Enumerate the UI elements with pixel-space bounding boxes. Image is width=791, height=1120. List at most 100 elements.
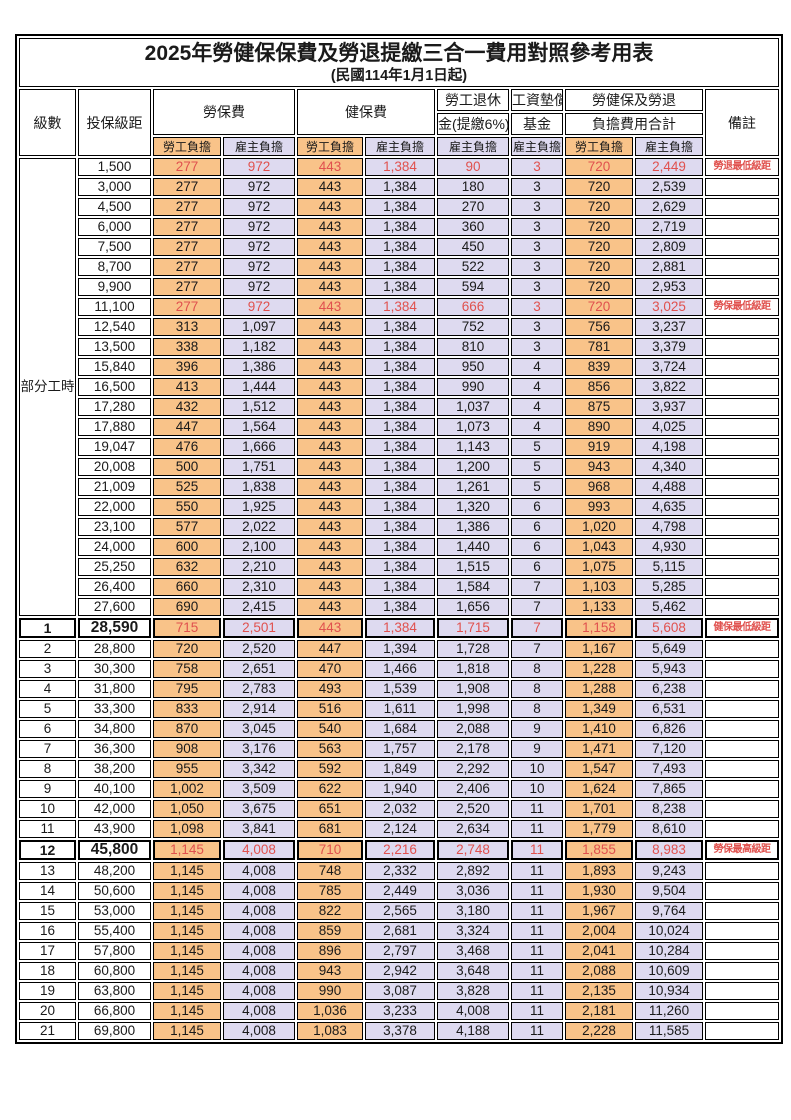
cell-health-employee: 493	[297, 680, 363, 698]
cell-total-employer: 4,488	[635, 478, 703, 496]
cell-total-employer: 8,238	[635, 800, 703, 818]
cell-remark	[705, 680, 780, 698]
table-row: 13,500 338 1,182 443 1,384 810 3 781 3,379	[19, 338, 780, 356]
table-row: 20,008 500 1,751 443 1,384 1,200 5 943 4,340	[19, 458, 780, 476]
cell-total-employee: 1,133	[565, 598, 633, 616]
cell-total-employer: 4,798	[635, 518, 703, 536]
cell-health-employee: 896	[297, 942, 363, 960]
cell-labor-employee: 277	[153, 218, 221, 236]
cell-level: 16	[19, 922, 76, 940]
cell-labor-employer: 972	[223, 178, 295, 196]
cell-labor-employee: 1,145	[153, 942, 221, 960]
cell-remark	[705, 740, 780, 758]
cell-health-employee: 443	[297, 438, 363, 456]
cell-labor-employee: 870	[153, 720, 221, 738]
cell-labor-employer: 4,008	[223, 982, 295, 1000]
cell-total-employer: 2,881	[635, 258, 703, 276]
cell-wage-fund-employer: 11	[511, 820, 563, 838]
cell-labor-employee: 432	[153, 398, 221, 416]
cell-pension-employer: 2,634	[437, 820, 509, 838]
cell-labor-employee: 550	[153, 498, 221, 516]
cell-total-employee: 1,855	[565, 840, 633, 860]
cell-total-employee: 1,547	[565, 760, 633, 778]
cell-labor-employer: 2,501	[223, 618, 295, 638]
cell-bracket: 21,009	[78, 478, 151, 496]
cell-wage-fund-employer: 9	[511, 740, 563, 758]
cell-labor-employer: 972	[223, 278, 295, 296]
cell-level: 20	[19, 1002, 76, 1020]
cell-bracket: 25,250	[78, 558, 151, 576]
table-row: 22,000 550 1,925 443 1,384 1,320 6 993 4,635	[19, 498, 780, 516]
cell-health-employer: 1,384	[365, 418, 435, 436]
cell-labor-employee: 476	[153, 438, 221, 456]
cell-health-employee: 443	[297, 278, 363, 296]
cell-labor-employer: 1,386	[223, 358, 295, 376]
cell-remark	[705, 982, 780, 1000]
col-header-wage-fund-line2: 基金	[511, 113, 563, 135]
cell-remark	[705, 1002, 780, 1020]
cell-remark	[705, 398, 780, 416]
table-row: 4 31,800 795 2,783 493 1,539 1,908 8 1,288 6,238	[19, 680, 780, 698]
cell-health-employee: 822	[297, 902, 363, 920]
cell-health-employee: 443	[297, 318, 363, 336]
cell-level: 9	[19, 780, 76, 798]
cell-bracket: 26,400	[78, 578, 151, 596]
cell-remark	[705, 660, 780, 678]
cell-wage-fund-employer: 6	[511, 538, 563, 556]
cell-health-employee: 470	[297, 660, 363, 678]
page-subtitle: (民國114年1月1日起)	[330, 67, 468, 84]
cell-health-employee: 443	[297, 538, 363, 556]
col-header-total-line2: 負擔費用合計	[565, 113, 703, 135]
cell-pension-employer: 1,037	[437, 398, 509, 416]
cell-labor-employee: 1,098	[153, 820, 221, 838]
cell-level: 10	[19, 800, 76, 818]
cell-labor-employer: 4,008	[223, 882, 295, 900]
cell-level: 8	[19, 760, 76, 778]
cell-health-employer: 1,849	[365, 760, 435, 778]
cell-labor-employer: 3,045	[223, 720, 295, 738]
cell-labor-employee: 795	[153, 680, 221, 698]
cell-wage-fund-employer: 8	[511, 660, 563, 678]
table-row: 13 48,200 1,145 4,008 748 2,332 2,892 11 1,893 9,…	[19, 862, 780, 880]
cell-labor-employer: 3,841	[223, 820, 295, 838]
table-row: 21,009 525 1,838 443 1,384 1,261 5 968 4,488	[19, 478, 780, 496]
cell-total-employee: 856	[565, 378, 633, 396]
cell-health-employer: 2,565	[365, 902, 435, 920]
cell-level: 21	[19, 1022, 76, 1040]
cell-pension-employer: 3,828	[437, 982, 509, 1000]
cell-labor-employer: 972	[223, 238, 295, 256]
cell-remark	[705, 1022, 780, 1040]
table-row: 18 60,800 1,145 4,008 943 2,942 3,648 11 2,088 10…	[19, 962, 780, 980]
cell-bracket: 13,500	[78, 338, 151, 356]
cell-bracket: 4,500	[78, 198, 151, 216]
cell-total-employer: 2,539	[635, 178, 703, 196]
cell-pension-employer: 1,440	[437, 538, 509, 556]
col-header-pension-line1: 勞工退休	[437, 89, 509, 111]
cell-labor-employee: 1,145	[153, 1022, 221, 1040]
cell-health-employer: 2,216	[365, 840, 435, 860]
cell-labor-employee: 720	[153, 640, 221, 658]
table-row: 24,000 600 2,100 443 1,384 1,440 6 1,043 4,930	[19, 538, 780, 556]
cell-bracket: 17,880	[78, 418, 151, 436]
cell-total-employee: 1,158	[565, 618, 633, 638]
cell-wage-fund-employer: 6	[511, 518, 563, 536]
cell-health-employee: 651	[297, 800, 363, 818]
cell-bracket: 36,300	[78, 740, 151, 758]
table-row: 21 69,800 1,145 4,008 1,083 3,378 4,188 11 2,228…	[19, 1022, 780, 1040]
cell-labor-employee: 1,145	[153, 882, 221, 900]
cell-health-employee: 443	[297, 258, 363, 276]
col-header-health-insurance: 健保費	[297, 89, 435, 135]
cell-pension-employer: 594	[437, 278, 509, 296]
col-header-bracket: 投保級距	[78, 89, 151, 156]
cell-total-employee: 919	[565, 438, 633, 456]
cell-labor-employee: 1,145	[153, 1002, 221, 1020]
cell-labor-employee: 600	[153, 538, 221, 556]
cell-labor-employer: 1,925	[223, 498, 295, 516]
table-row: 12,540 313 1,097 443 1,384 752 3 756 3,237	[19, 318, 780, 336]
cell-total-employee: 720	[565, 178, 633, 196]
cell-labor-employee: 277	[153, 298, 221, 316]
table-row: 14 50,600 1,145 4,008 785 2,449 3,036 11 1,930 9,…	[19, 882, 780, 900]
cell-health-employee: 859	[297, 922, 363, 940]
cell-total-employer: 3,379	[635, 338, 703, 356]
cell-bracket: 19,047	[78, 438, 151, 456]
